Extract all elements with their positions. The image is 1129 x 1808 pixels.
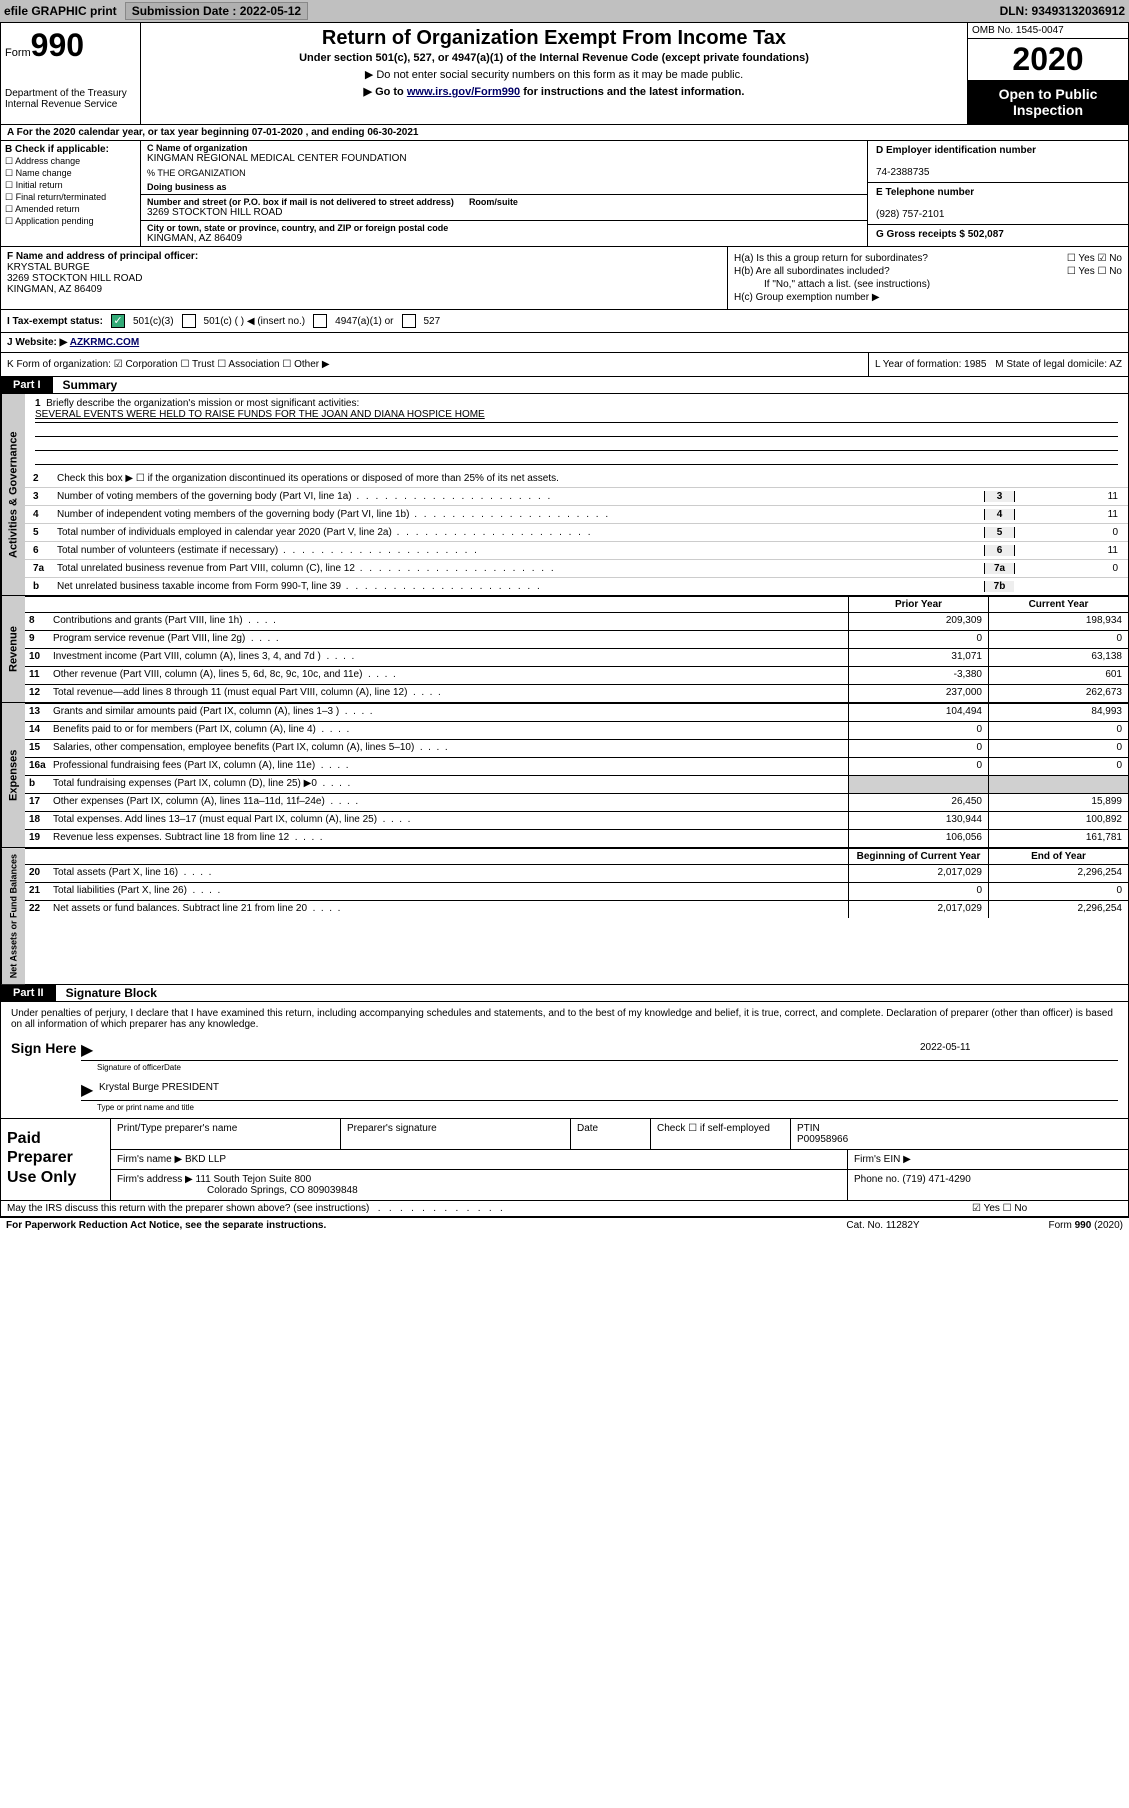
line-15: 15Salaries, other compensation, employee…: [25, 739, 1128, 757]
officer-info: KRYSTAL BURGE 3269 STOCKTON HILL ROAD KI…: [7, 262, 142, 295]
form-note-1: ▶ Do not enter social security numbers o…: [151, 68, 957, 81]
line-18: 18Total expenses. Add lines 13–17 (must …: [25, 811, 1128, 829]
checkbox-initial-return[interactable]: Initial return: [5, 180, 136, 191]
gov-line-6: 6Total number of volunteers (estimate if…: [25, 541, 1128, 559]
line-16a: 16aProfessional fundraising fees (Part I…: [25, 757, 1128, 775]
line-12: 12Total revenue—add lines 8 through 11 (…: [25, 684, 1128, 702]
governance-tab: Activities & Governance: [1, 394, 25, 595]
form-id-block: Form990 Department of the Treasury Inter…: [1, 23, 141, 124]
line-8: 8Contributions and grants (Part VIII, li…: [25, 612, 1128, 630]
identity-block: B Check if applicable: Address change Na…: [0, 141, 1129, 247]
checkbox-address-change[interactable]: Address change: [5, 156, 136, 167]
line-9: 9Program service revenue (Part VIII, lin…: [25, 630, 1128, 648]
hb-yes-no[interactable]: ☐ Yes ☐ No: [1067, 266, 1122, 277]
officer-group-block: F Name and address of principal officer:…: [0, 247, 1129, 310]
check-501c-icon[interactable]: [182, 314, 196, 328]
dept-label: Department of the Treasury Internal Reve…: [5, 88, 136, 110]
ein-value: 74-2388735: [876, 167, 929, 178]
net-assets-col-headers: Beginning of Current Year End of Year: [25, 848, 1128, 864]
ha-yes-no[interactable]: ☐ Yes ☑ No: [1067, 253, 1122, 264]
column-d-right: D Employer identification number74-23887…: [868, 141, 1128, 246]
form-title: Return of Organization Exempt From Incom…: [151, 27, 957, 50]
checkbox-name-change[interactable]: Name change: [5, 168, 136, 179]
revenue-tab: Revenue: [1, 596, 25, 702]
open-public-badge: Open to Public Inspection: [968, 80, 1128, 124]
website-link[interactable]: AZKRMC.COM: [70, 337, 139, 348]
line-b: bTotal fundraising expenses (Part IX, co…: [25, 775, 1128, 793]
signature-block: Under penalties of perjury, I declare th…: [0, 1002, 1129, 1119]
telephone-value: (928) 757-2101: [876, 209, 944, 220]
column-b-checkboxes: B Check if applicable: Address change Na…: [1, 141, 141, 246]
preparer-block: Paid Preparer Use Only Print/Type prepar…: [0, 1119, 1129, 1201]
check-527-icon[interactable]: [402, 314, 416, 328]
org-address: 3269 STOCKTON HILL ROAD: [147, 207, 282, 218]
line-14: 14Benefits paid to or for members (Part …: [25, 721, 1128, 739]
submission-date-button[interactable]: Submission Date : 2022-05-12: [125, 2, 308, 20]
part-1-header: Part I Summary: [0, 377, 1129, 394]
line-10: 10Investment income (Part VIII, column (…: [25, 648, 1128, 666]
website-row: J Website: ▶ AZKRMC.COM: [0, 333, 1129, 353]
org-city: KINGMAN, AZ 86409: [147, 233, 242, 244]
state-domicile: M State of legal domicile: AZ: [995, 359, 1122, 370]
form-note-2: ▶ Go to www.irs.gov/Form990 for instruct…: [151, 85, 957, 98]
discuss-yes-no[interactable]: ☑ Yes ☐ No: [972, 1203, 1122, 1214]
line-20: 20Total assets (Part X, line 16) . . . .…: [25, 864, 1128, 882]
officer-name: Krystal Burge PRESIDENT: [97, 1080, 1118, 1100]
check-4947-icon[interactable]: [313, 314, 327, 328]
expenses-section: Expenses 13Grants and similar amounts pa…: [0, 703, 1129, 848]
header-right-block: OMB No. 1545-0047 2020 Open to Public In…: [968, 23, 1128, 124]
mission-text: SEVERAL EVENTS WERE HELD TO RAISE FUNDS …: [35, 409, 485, 420]
form-footer: For Paperwork Reduction Act Notice, see …: [0, 1217, 1129, 1233]
revenue-section: Revenue Prior Year Current Year 8Contrib…: [0, 596, 1129, 703]
governance-section: Activities & Governance 1 Briefly descri…: [0, 394, 1129, 596]
line-17: 17Other expenses (Part IX, column (A), l…: [25, 793, 1128, 811]
form-title-block: Return of Organization Exempt From Incom…: [141, 23, 968, 124]
form-of-org-row: K Form of organization: ☑ Corporation ☐ …: [0, 353, 1129, 377]
line-22: 22Net assets or fund balances. Subtract …: [25, 900, 1128, 918]
tax-exempt-status: I Tax-exempt status: ✓ 501(c)(3) 501(c) …: [0, 310, 1129, 333]
line-21: 21Total liabilities (Part X, line 26) . …: [25, 882, 1128, 900]
dln-label: DLN: 93493132036912: [1000, 4, 1125, 18]
gov-line-b: bNet unrelated business taxable income f…: [25, 577, 1128, 595]
penalty-text: Under penalties of perjury, I declare th…: [11, 1008, 1118, 1030]
omb-number: OMB No. 1545-0047: [968, 23, 1128, 39]
org-name: KINGMAN REGIONAL MEDICAL CENTER FOUNDATI…: [147, 153, 407, 164]
checkbox-amended-return[interactable]: Amended return: [5, 204, 136, 215]
form-subtitle: Under section 501(c), 527, or 4947(a)(1)…: [151, 52, 957, 64]
line-13: 13Grants and similar amounts paid (Part …: [25, 703, 1128, 721]
firm-phone: (719) 471-4290: [902, 1174, 970, 1185]
gov-line-7a: 7aTotal unrelated business revenue from …: [25, 559, 1128, 577]
check-501c3-icon[interactable]: ✓: [111, 314, 125, 328]
column-c-org-info: C Name of organizationKINGMAN REGIONAL M…: [141, 141, 868, 246]
line-19: 19Revenue less expenses. Subtract line 1…: [25, 829, 1128, 847]
checkbox-final-return[interactable]: Final return/terminated: [5, 192, 136, 203]
net-assets-tab: Net Assets or Fund Balances: [1, 848, 25, 984]
gov-line-2: 2Check this box ▶ ☐ if the organization …: [25, 469, 1128, 487]
gov-line-3: 3Number of voting members of the governi…: [25, 487, 1128, 505]
discuss-row: May the IRS discuss this return with the…: [0, 1201, 1129, 1217]
firm-addr2: Colorado Springs, CO 809039848: [117, 1185, 358, 1196]
part-2-header: Part II Signature Block: [0, 985, 1129, 1002]
efile-label: efile GRAPHIC print: [4, 4, 117, 18]
gross-receipts: G Gross receipts $ 502,087: [876, 229, 1004, 240]
sig-date: 2022-05-11: [918, 1040, 1118, 1060]
firm-addr1: 111 South Tejon Suite 800: [196, 1174, 312, 1185]
tax-year: 2020: [968, 39, 1128, 80]
gov-line-5: 5Total number of individuals employed in…: [25, 523, 1128, 541]
form-header: Form990 Department of the Treasury Inter…: [0, 22, 1129, 125]
expenses-tab: Expenses: [1, 703, 25, 847]
year-formation: L Year of formation: 1985: [875, 359, 986, 370]
net-assets-section: Net Assets or Fund Balances Beginning of…: [0, 848, 1129, 985]
ptin-value: P00958966: [797, 1134, 848, 1145]
row-a-tax-year: A For the 2020 calendar year, or tax yea…: [0, 125, 1129, 141]
checkbox-application-pending[interactable]: Application pending: [5, 216, 136, 227]
top-bar: efile GRAPHIC print Submission Date : 20…: [0, 0, 1129, 22]
instructions-link[interactable]: www.irs.gov/Form990: [407, 86, 520, 98]
gov-line-4: 4Number of independent voting members of…: [25, 505, 1128, 523]
revenue-col-headers: Prior Year Current Year: [25, 596, 1128, 612]
mission-block: 1 Briefly describe the organization's mi…: [25, 394, 1128, 469]
line-11: 11Other revenue (Part VIII, column (A), …: [25, 666, 1128, 684]
firm-name: BKD LLP: [185, 1154, 226, 1165]
